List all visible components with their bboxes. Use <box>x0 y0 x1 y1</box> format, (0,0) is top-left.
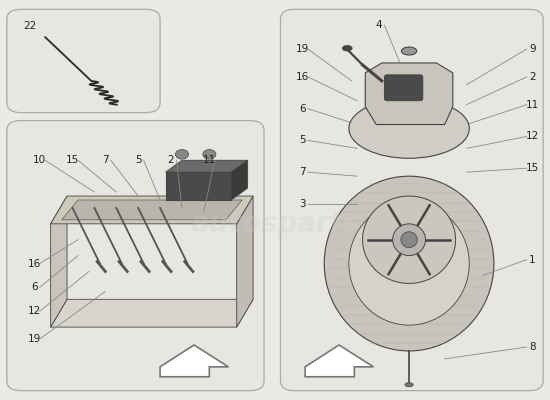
Text: 16: 16 <box>296 72 309 82</box>
Ellipse shape <box>349 99 469 158</box>
Text: 2: 2 <box>529 72 536 82</box>
Polygon shape <box>166 172 231 200</box>
Text: 12: 12 <box>526 132 539 142</box>
Polygon shape <box>51 196 253 224</box>
Text: 8: 8 <box>529 342 536 352</box>
Text: 2: 2 <box>168 155 174 165</box>
Text: 15: 15 <box>526 163 539 173</box>
FancyBboxPatch shape <box>280 9 543 391</box>
Text: 3: 3 <box>299 199 306 209</box>
Text: 11: 11 <box>526 100 539 110</box>
Ellipse shape <box>362 196 455 284</box>
Text: 4: 4 <box>376 20 382 30</box>
Ellipse shape <box>402 47 417 55</box>
FancyBboxPatch shape <box>7 9 160 113</box>
Text: 22: 22 <box>23 21 36 31</box>
Circle shape <box>175 150 189 159</box>
Polygon shape <box>365 63 453 124</box>
Polygon shape <box>51 299 253 327</box>
Polygon shape <box>62 200 242 220</box>
FancyBboxPatch shape <box>7 120 264 391</box>
Ellipse shape <box>405 383 413 387</box>
Polygon shape <box>166 160 248 172</box>
Text: 12: 12 <box>28 306 41 316</box>
Text: 9: 9 <box>529 44 536 54</box>
Polygon shape <box>231 160 248 200</box>
Polygon shape <box>305 345 373 377</box>
Text: 7: 7 <box>299 167 306 177</box>
Text: autosparts: autosparts <box>190 210 360 238</box>
Text: 19: 19 <box>296 44 309 54</box>
Ellipse shape <box>342 46 352 51</box>
Text: 16: 16 <box>28 258 41 268</box>
Text: 5: 5 <box>299 136 306 146</box>
Text: 7: 7 <box>102 155 109 165</box>
Circle shape <box>203 150 216 159</box>
Polygon shape <box>160 345 228 377</box>
Ellipse shape <box>324 176 494 351</box>
Text: 6: 6 <box>299 104 306 114</box>
Text: 6: 6 <box>31 282 37 292</box>
Ellipse shape <box>401 232 417 248</box>
Ellipse shape <box>349 202 469 325</box>
Text: 15: 15 <box>66 155 79 165</box>
Text: 19: 19 <box>28 334 41 344</box>
Ellipse shape <box>393 224 426 256</box>
Polygon shape <box>51 196 67 327</box>
Text: 10: 10 <box>33 155 46 165</box>
Text: 1: 1 <box>529 254 536 264</box>
Polygon shape <box>236 196 253 327</box>
FancyBboxPatch shape <box>384 75 423 101</box>
Text: 11: 11 <box>203 155 216 165</box>
Text: 5: 5 <box>135 155 141 165</box>
